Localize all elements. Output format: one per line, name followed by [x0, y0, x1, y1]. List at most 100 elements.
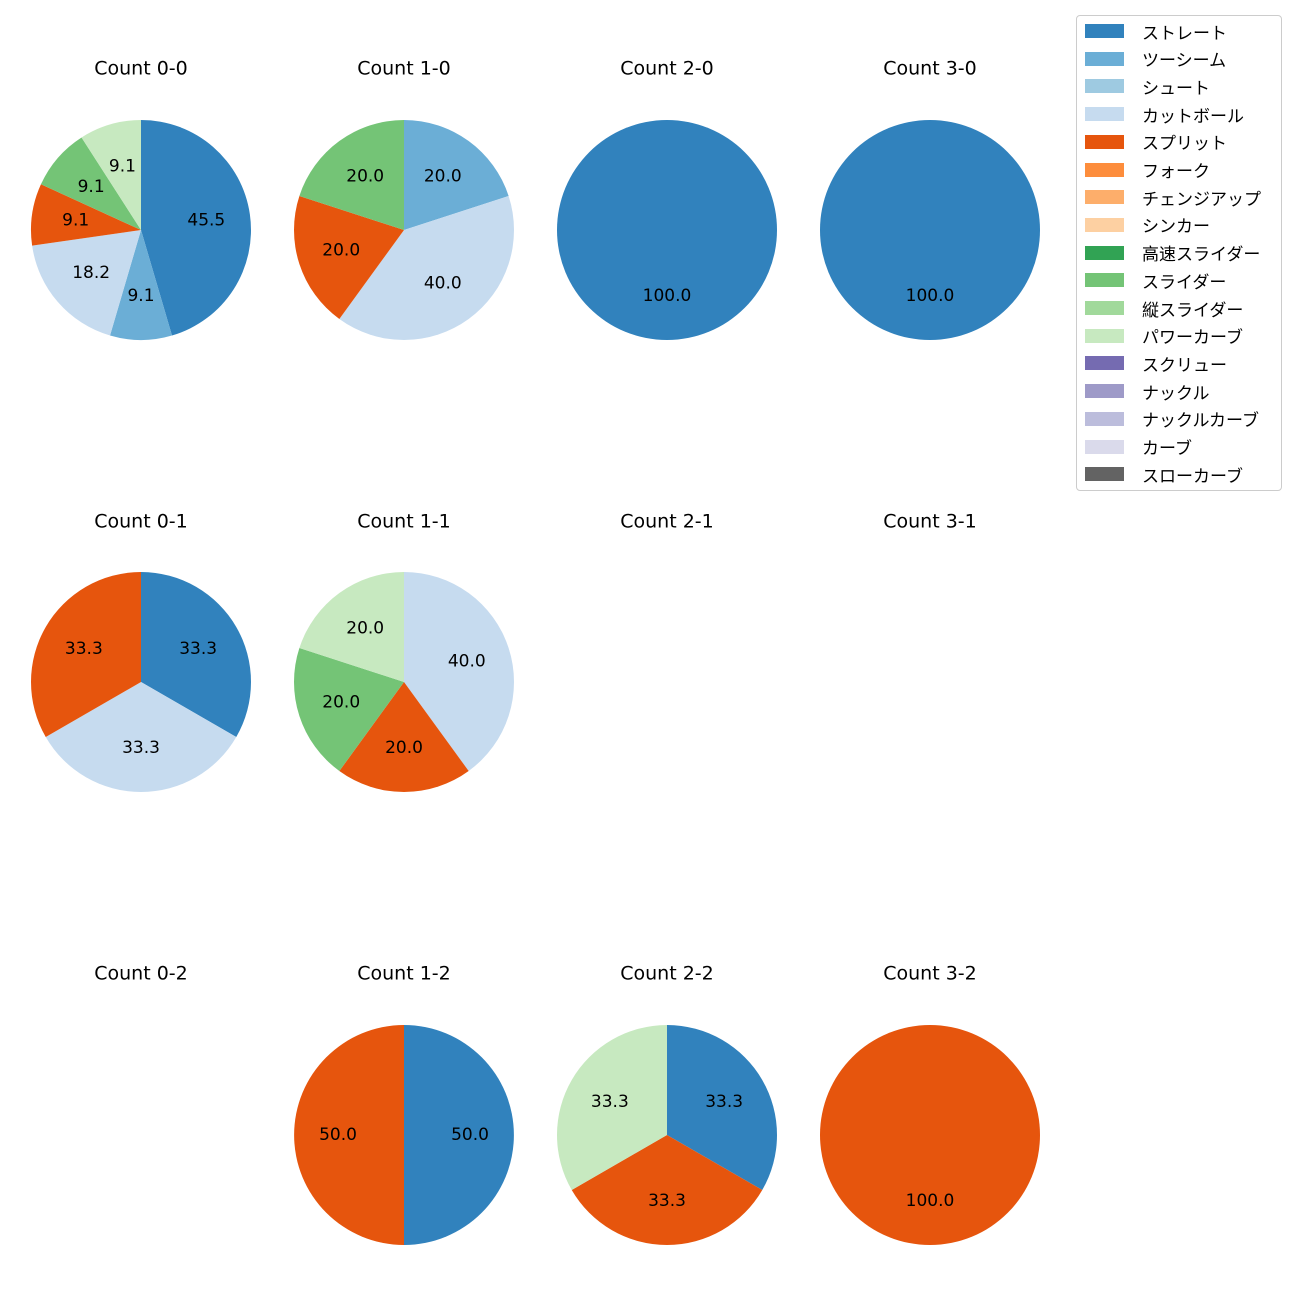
pie-title: Count 3-1: [883, 511, 977, 533]
pie-count-1-0: Count 1-0 20.0 40.0 20.0 20.0: [294, 58, 514, 341]
pie-slice: [32, 230, 141, 336]
legend-item: チェンジアップ: [1085, 187, 1261, 210]
legend-label: パワーカーブ: [1142, 328, 1243, 349]
legend-item: スプリット: [1085, 132, 1227, 154]
pie-title: Count 1-0: [357, 58, 451, 80]
pie-slice-label: 100.0: [906, 286, 955, 306]
legend-swatch: [1085, 134, 1124, 149]
legend-label: スクリュー: [1142, 355, 1227, 376]
pie-slice: [31, 572, 142, 737]
pie-slice-label: 40.0: [448, 652, 486, 672]
pie-title: Count 0-2: [94, 963, 188, 985]
pie-count-2-0: Count 2-0 100.0: [557, 58, 777, 340]
pie-slice-label: 100.0: [643, 286, 692, 306]
legend-item: ストレート: [1085, 21, 1227, 44]
pie-slice: [820, 1025, 1040, 1245]
pie-count-0-0: Count 0-045.59.118.29.19.19.1: [30, 58, 251, 340]
legend-item: スローカーブ: [1085, 464, 1243, 487]
legend-item: ナックルカーブ: [1085, 409, 1259, 432]
legend-item: パワーカーブ: [1085, 326, 1243, 349]
legend-label: ナックルカーブ: [1142, 411, 1259, 432]
legend-swatch: [1085, 356, 1124, 371]
legend-swatch: [1085, 301, 1124, 315]
pie-title: Count 2-2: [620, 963, 714, 985]
pie-slice-label: 9.1: [109, 157, 136, 177]
pie-slice: [820, 120, 1040, 340]
legend-swatch: [1085, 384, 1124, 399]
legend-label: フォーク: [1142, 162, 1210, 182]
pie-slice-label: 33.3: [591, 1092, 629, 1112]
pie-count-2-2: Count 2-2 33.3 33.3 33.3: [557, 963, 777, 1245]
pie-count-1-2: Count 1-2 50.0 50.0: [294, 963, 514, 1245]
legend-item: カットボール: [1085, 104, 1244, 127]
legend-swatch: [1085, 79, 1124, 94]
pie-count-0-1: Count 0-1 33.3 33.3 33.3: [31, 511, 251, 792]
legend-swatch: [1085, 328, 1124, 343]
pie-slice-label: 33.3: [65, 639, 103, 659]
legend-label: ツーシーム: [1142, 51, 1227, 72]
legend-item: 高速スライダー: [1085, 243, 1260, 265]
legend-label: スローカーブ: [1142, 466, 1243, 487]
pie-slice: [557, 1025, 667, 1190]
legend-item: スライダー: [1085, 270, 1226, 293]
pie-slice-label: 20.0: [322, 240, 360, 260]
pie-count-3-0: Count 3-0 100.0: [820, 58, 1040, 340]
pie-slice-label: 100.0: [906, 1191, 955, 1211]
pie-slice: [81, 120, 141, 230]
pie-slice: [404, 1025, 514, 1245]
pie-slice-label: 20.0: [424, 167, 462, 187]
legend-item: シンカー: [1085, 215, 1210, 238]
pie-slice-label: 9.1: [78, 177, 105, 197]
pie-slice-label: 33.3: [122, 738, 160, 758]
pie-slice-label: 45.5: [187, 211, 225, 231]
pie-slice-label: 33.3: [179, 639, 217, 659]
pie-slice-label: 18.2: [72, 263, 110, 283]
legend-item: ナックル: [1085, 381, 1210, 404]
legend-swatch: [1085, 245, 1124, 260]
pie-count-3-1: Count 3-1: [883, 511, 977, 533]
pie-slice: [667, 1025, 777, 1190]
pie-title: Count 3-0: [883, 58, 977, 80]
pie-slice: [294, 196, 404, 319]
pie-slice-label: 9.1: [127, 286, 154, 306]
legend-swatch: [1085, 217, 1124, 232]
legend-label: ナックル: [1142, 383, 1210, 404]
legend-item: カーブ: [1085, 437, 1192, 459]
legend-label: チェンジアップ: [1142, 189, 1261, 210]
pie-slice-label: 9.1: [62, 211, 89, 231]
pie-slice: [40, 137, 142, 230]
pie-slice: [110, 230, 172, 340]
legend-swatch: [1085, 51, 1124, 66]
pie-slice-label: 50.0: [451, 1125, 489, 1145]
legend-item: ツーシーム: [1085, 49, 1227, 72]
pie-title: Count 3-2: [883, 963, 977, 985]
legend-label: カットボール: [1142, 106, 1244, 127]
legend-swatch: [1085, 107, 1124, 122]
pie-slice-label: 33.3: [705, 1092, 743, 1112]
pie-slice: [557, 120, 777, 340]
pie-title: Count 0-0: [94, 58, 188, 80]
pie-slice-label: 20.0: [346, 167, 384, 187]
legend-swatch: [1085, 162, 1124, 177]
pie-title: Count 2-1: [620, 511, 714, 533]
pie-slice: [294, 1025, 404, 1245]
legend-swatch: [1085, 439, 1124, 454]
legend-swatch: [1085, 190, 1124, 205]
legend-label: 縦スライダー: [1142, 300, 1244, 321]
legend-swatch: [1085, 411, 1124, 426]
pie-slice: [141, 120, 251, 336]
pie-slice-label: 50.0: [319, 1125, 357, 1145]
pie-title: Count 1-2: [357, 963, 451, 985]
pie-slice-label: 20.0: [322, 692, 360, 712]
legend-item: フォーク: [1085, 160, 1210, 182]
pie-slice-label: 40.0: [424, 273, 462, 293]
pie-title: Count 0-1: [94, 511, 188, 533]
pie-count-3-2: Count 3-2 100.0: [820, 963, 1040, 1245]
pie-slice: [339, 682, 469, 792]
pie-slice-label: 33.3: [648, 1191, 686, 1211]
pie-count-0-2: Count 0-2: [94, 963, 188, 985]
legend-label: シンカー: [1142, 217, 1210, 238]
pie-slice: [339, 196, 514, 341]
pie-slice: [30, 184, 141, 246]
